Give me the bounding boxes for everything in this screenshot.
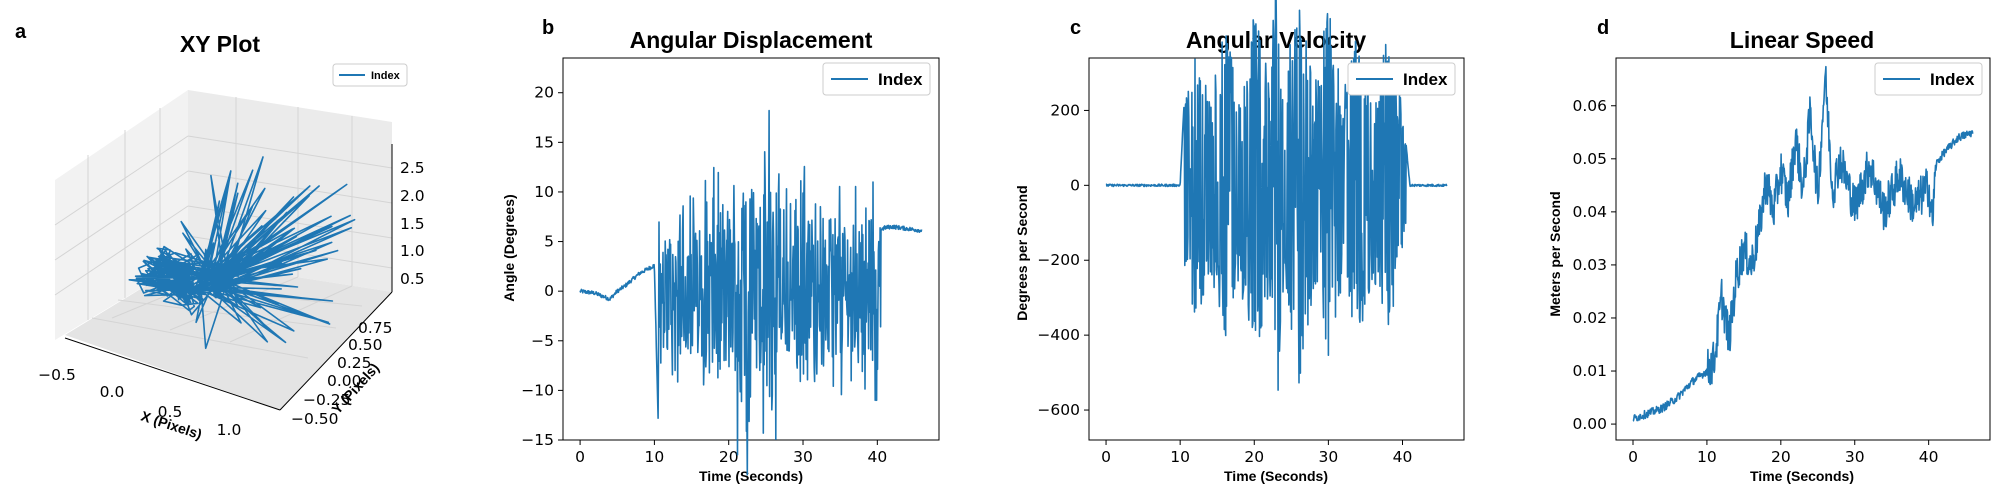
x-tick-label: 30 <box>793 448 813 466</box>
legend: Index <box>332 63 408 87</box>
plot-area: 0 10 20 30 40 −600 −400 −200 0 200 <box>1037 0 1465 466</box>
z-tick: 1.5 <box>400 215 425 233</box>
z-tick: 1.0 <box>400 242 425 260</box>
chart-title: XY Plot <box>180 31 260 57</box>
panel-b: b Angular Displacement Time (Seconds) An… <box>501 17 940 484</box>
legend-box <box>332 63 408 87</box>
x-tick-label: 20 <box>1771 448 1791 466</box>
y-tick: −0.50 <box>291 410 339 428</box>
panel-label: c <box>1070 17 1081 39</box>
x-tick-label: 30 <box>1319 448 1339 466</box>
x-tick-label: 10 <box>1170 448 1190 466</box>
x-tick-label: 40 <box>1919 448 1939 466</box>
legend-label: Index <box>371 70 401 82</box>
pane-floor <box>65 260 392 410</box>
y-axis-label: Degrees per Second <box>1014 185 1030 320</box>
x-tick: 1.0 <box>217 421 242 439</box>
x-axis-label: Time (Seconds) <box>1224 468 1328 484</box>
legend-box <box>1874 62 1983 96</box>
y-tick-label: 200 <box>1050 101 1080 119</box>
panel-a: a XY Plot <box>15 21 425 442</box>
z-tick: 2.5 <box>400 159 425 177</box>
y-axis-label: Meters per Second <box>1547 191 1563 316</box>
y-tick: 0.75 <box>358 319 393 337</box>
y-tick-label: 0 <box>1070 176 1080 194</box>
y-tick-label: 5 <box>544 233 554 251</box>
y-tick-label: 0.01 <box>1572 362 1607 380</box>
plot-frame <box>1615 57 1991 441</box>
y-ticks: −0.50 −0.25 0.00 0.25 0.50 0.75 <box>291 319 393 428</box>
plot-frame <box>562 57 940 441</box>
y-axis-line <box>279 291 393 411</box>
panel-label: b <box>542 17 554 39</box>
legend-label: Index <box>878 70 923 89</box>
y-tick-label: 20 <box>534 84 554 102</box>
series-line-index <box>579 109 923 476</box>
y-tick-label: 0.05 <box>1572 150 1607 168</box>
y-tick: 0.50 <box>348 336 383 354</box>
plot-area: 0 10 20 30 40 0.00 0.01 0.02 0.03 0.04 0.05 0.06 <box>1572 57 1991 466</box>
y-tick-label: 0.00 <box>1572 415 1607 433</box>
x-tick-label: 40 <box>1393 448 1413 466</box>
x-tick-label: 0 <box>1628 448 1638 466</box>
x-ticks: −0.5 0.0 0.5 1.0 <box>38 366 241 439</box>
chart-title: Angular Displacement <box>630 27 873 53</box>
x-axis-line <box>64 337 281 411</box>
legend: Index <box>1347 62 1456 96</box>
legend-box <box>1347 62 1456 96</box>
legend-label: Index <box>1930 70 1975 89</box>
x-tick-label: 10 <box>1697 448 1717 466</box>
x-tick: 0.0 <box>100 383 125 401</box>
series-index-3d <box>128 156 356 350</box>
y-tick-label: −10 <box>521 381 554 399</box>
grid-3d <box>54 97 393 359</box>
y-axis-label: Angle (Degrees) <box>501 194 517 301</box>
x-tick-label: 20 <box>1244 448 1264 466</box>
y-tick-label: 0.02 <box>1572 309 1607 327</box>
series-line-index <box>1632 65 1974 422</box>
x-tick: −0.5 <box>38 366 76 384</box>
y-tick-label: 0.06 <box>1572 97 1607 115</box>
x-axis-label: Time (Seconds) <box>1750 468 1854 484</box>
z-tick: 2.0 <box>400 187 425 205</box>
x-tick-label: 30 <box>1845 448 1865 466</box>
legend: Index <box>1874 62 1983 96</box>
x-tick-label: 10 <box>645 448 665 466</box>
x-tick: 0.5 <box>158 403 183 421</box>
x-tick-label: 0 <box>575 448 585 466</box>
y-tick-label: −200 <box>1037 251 1080 269</box>
y-tick-label: −5 <box>531 332 554 350</box>
panel-c: c Angular Velocity Time (Seconds) Degree… <box>1014 0 1465 484</box>
x-tick-label: 0 <box>1101 448 1111 466</box>
chart-title: Linear Speed <box>1730 27 1874 53</box>
series-line-index <box>128 156 356 350</box>
x-tick-label: 20 <box>719 448 739 466</box>
panel-label: a <box>15 21 27 43</box>
y-tick-label: 0 <box>544 282 554 300</box>
y-tick-label: −15 <box>521 431 554 449</box>
panel-d: d Linear Speed Time (Seconds) Meters per… <box>1547 17 1991 484</box>
z-ticks: 2.5 2.0 1.5 1.0 0.5 <box>400 159 425 288</box>
y-tick-label: −400 <box>1037 326 1080 344</box>
x-axis-label: Time (Seconds) <box>699 468 803 484</box>
y-tick: 0.00 <box>327 372 362 390</box>
y-tick: 0.25 <box>337 354 372 372</box>
y-tick-label: 15 <box>534 133 554 151</box>
panel-label: d <box>1597 17 1609 39</box>
y-tick-label: 0.04 <box>1572 203 1607 221</box>
series-line-index <box>1105 0 1448 391</box>
x-tick-label: 40 <box>867 448 887 466</box>
y-tick-label: 10 <box>534 183 554 201</box>
plot-area: 0 10 20 30 40 −15 −10 −5 0 5 10 15 20 <box>521 57 940 476</box>
z-tick: 0.5 <box>400 270 425 288</box>
y-tick-label: −600 <box>1037 401 1080 419</box>
legend: Index <box>822 62 931 96</box>
y-tick-label: 0.03 <box>1572 256 1607 274</box>
legend-box <box>822 62 931 96</box>
y-tick: −0.25 <box>303 391 351 409</box>
legend-label: Index <box>1403 70 1448 89</box>
